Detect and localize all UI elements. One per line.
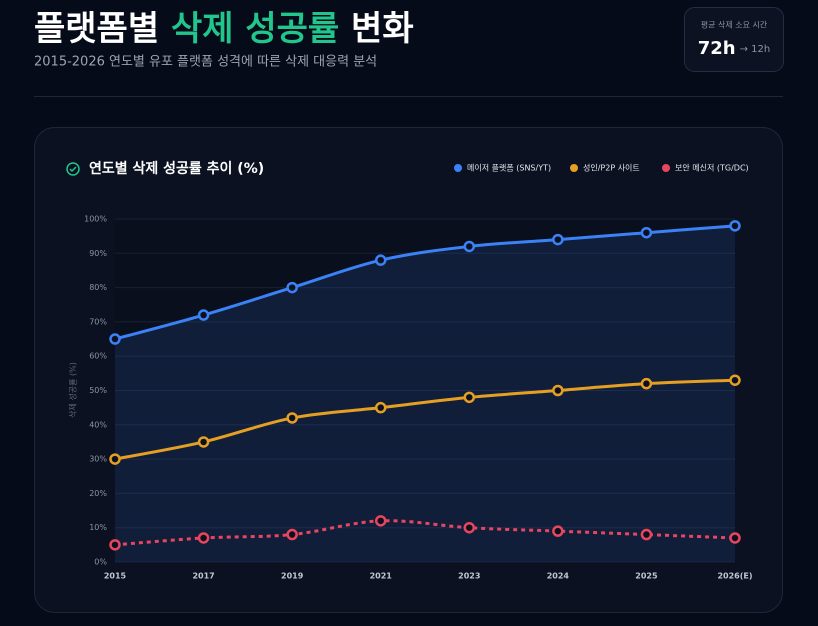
data-point <box>463 521 476 534</box>
data-point <box>286 528 298 541</box>
data-point <box>374 515 387 527</box>
data-point <box>729 374 741 386</box>
data-point <box>109 333 121 345</box>
data-point <box>109 539 121 551</box>
y-tick-label: 80% <box>89 283 107 292</box>
y-tick-label: 90% <box>89 249 107 258</box>
data-point <box>286 281 298 294</box>
data-point <box>463 240 476 253</box>
y-tick-label: 50% <box>89 386 107 395</box>
page-title: 플랫폼별 삭제 성공률 변화 <box>34 9 414 49</box>
y-tick-label: 30% <box>89 455 107 464</box>
legend-label: 보안 메신저 (TG/DC) <box>675 163 749 173</box>
badge-change: → 12h <box>740 44 771 55</box>
legend-label: 메이저 플랫폼 (SNS/YT) <box>467 163 551 173</box>
series-line <box>114 378 736 461</box>
data-point <box>286 412 298 424</box>
data-point <box>640 528 653 541</box>
badge-values: 72h → 12h <box>698 38 771 59</box>
data-point <box>552 384 564 397</box>
series-area <box>115 225 735 563</box>
x-tick-label: 2021 <box>370 572 393 581</box>
x-tick-label: 2023 <box>458 572 480 581</box>
x-tick-label: 2026(E) <box>717 572 752 581</box>
legend-swatch <box>662 164 670 172</box>
x-tick-label: 2024 <box>547 572 570 581</box>
subtitle: 2015-2026 연도별 유포 플랫폼 성격에 따른 삭제 대응력 분석 <box>34 55 377 70</box>
x-tick-label: 2019 <box>281 572 304 581</box>
series-line <box>114 224 736 341</box>
data-point <box>197 436 210 448</box>
legend-label: 성인/P2P 사이트 <box>583 163 640 173</box>
data-point <box>374 254 387 266</box>
title-part: 플랫폼별 <box>34 9 171 49</box>
chart-title: 연도별 삭제 성공률 추이 (%) <box>89 160 264 177</box>
data-point <box>374 401 387 414</box>
x-tick-label: 2015 <box>104 572 127 581</box>
data-point <box>552 233 564 246</box>
check-icon <box>69 166 77 173</box>
legend-swatch <box>570 164 578 172</box>
badge-label: 평균 삭제 소요 시간 <box>701 20 768 30</box>
data-point <box>463 391 476 404</box>
y-tick-label: 70% <box>89 317 107 326</box>
title-highlight: 삭제 성공률 <box>171 9 339 49</box>
x-tick-label: 2025 <box>635 572 658 581</box>
legend-swatch <box>454 164 462 172</box>
badge <box>684 7 784 72</box>
y-tick-label: 20% <box>89 489 107 498</box>
data-point <box>729 220 741 232</box>
badge-value: 72h <box>698 38 736 59</box>
y-tick-label: 0% <box>94 558 107 567</box>
check-icon <box>66 162 80 176</box>
data-point <box>552 525 564 537</box>
series-line <box>114 519 736 547</box>
x-tick-label: 2017 <box>192 572 214 581</box>
y-tick-label: 40% <box>89 420 107 429</box>
y-tick-label: 10% <box>89 523 107 532</box>
y-axis-label: 삭제 성공률 (%) <box>68 362 78 418</box>
data-point <box>640 377 653 390</box>
y-tick-label: 60% <box>89 352 107 361</box>
y-tick-label: 100% <box>84 215 107 224</box>
data-point <box>197 309 210 321</box>
data-point <box>109 453 121 465</box>
title-part: 변화 <box>339 9 413 49</box>
data-point <box>197 532 210 544</box>
data-point <box>640 226 653 239</box>
data-point <box>729 532 741 544</box>
